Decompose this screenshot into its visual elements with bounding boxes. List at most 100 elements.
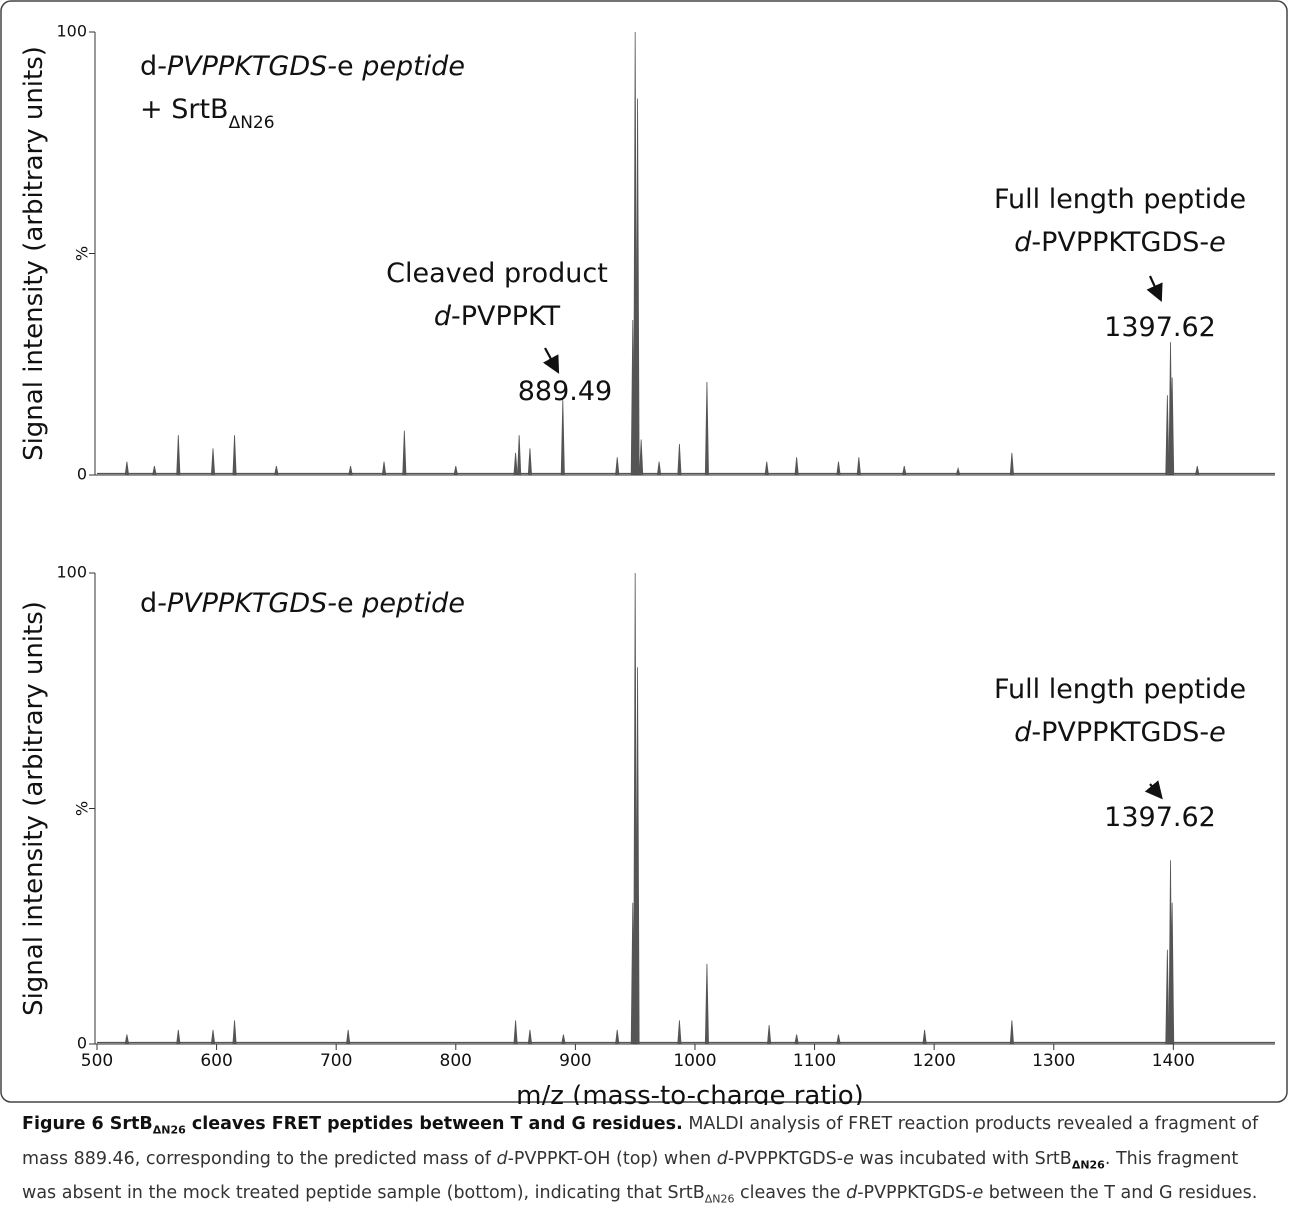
- peak: [639, 439, 644, 475]
- annotation: d-PVPPKTGDS-e: [1014, 717, 1226, 748]
- annotation: d-PVPPKTGDS-e peptide: [140, 51, 465, 82]
- peak: [274, 466, 279, 475]
- peak: [1195, 466, 1200, 475]
- annotation-part: -PVPPKTGDS-: [157, 588, 337, 619]
- annotation: Full length peptide: [994, 674, 1246, 705]
- annotation-part: -PVPPKT: [451, 301, 561, 332]
- y-axis-title: Signal intensity (arbitrary units): [19, 46, 49, 461]
- caption-part: was incubated with SrtB: [853, 1148, 1072, 1169]
- y-tick-label: %: [73, 801, 92, 816]
- annotation-part: -PVPPKTGDS-: [1031, 717, 1209, 748]
- annotation-part: ΔN26: [229, 113, 275, 133]
- annotation-part: e: [337, 51, 354, 82]
- annotation: d-PVPPKTGDS-e peptide: [140, 588, 465, 619]
- caption-part: -PVPPKTGDS-: [857, 1183, 973, 1203]
- peak: [856, 457, 861, 475]
- peak: [210, 448, 216, 475]
- annotation-part: Full length peptide: [994, 184, 1246, 215]
- frame: [0, 0, 1288, 1103]
- peak: [232, 435, 237, 475]
- annotation-part: e: [1209, 717, 1226, 748]
- x-tick-label: 800: [440, 1051, 472, 1071]
- caption-part: ΔN26: [152, 1123, 186, 1137]
- peak: [152, 466, 157, 475]
- annotation: d-PVPPKT: [434, 301, 561, 332]
- x-axis-title: m/z (mass-to-charge ratio): [516, 1081, 864, 1105]
- annotation: 1397.62: [1104, 312, 1216, 343]
- y-tick-label: 0: [77, 465, 87, 484]
- caption-part: cleaves FRET peptides between T and G re…: [185, 1114, 683, 1134]
- annotation: Full length peptide: [994, 184, 1246, 215]
- peak: [615, 457, 620, 475]
- annotation-part: 1397.62: [1104, 802, 1216, 833]
- x-tick-label: 1400: [1152, 1051, 1195, 1071]
- peak: [381, 461, 387, 475]
- annotation: + SrtBΔN26: [140, 94, 275, 133]
- peak: [767, 1025, 772, 1044]
- caption-part: MALDI analysis of FRET reaction products…: [22, 1114, 1259, 1169]
- annotation-part: d: [1014, 227, 1032, 258]
- y-axis-title: Signal intensity (arbitrary units): [19, 601, 49, 1016]
- peak: [794, 457, 799, 475]
- peak: [232, 1020, 237, 1044]
- peak: [677, 1020, 682, 1044]
- annotation: d-PVPPKTGDS-e: [1014, 227, 1226, 258]
- peak: [794, 1034, 799, 1044]
- y-tick-label: 100: [56, 563, 87, 582]
- annotation-part: 889.49: [518, 376, 612, 407]
- caption-part: cleaves the: [734, 1183, 847, 1203]
- annotation-part: Cleaved product: [386, 258, 608, 289]
- peak: [176, 1029, 181, 1044]
- peak: [527, 1029, 532, 1044]
- x-tick-label: 1200: [913, 1051, 956, 1071]
- y-tick-label: 100: [56, 22, 87, 41]
- annotation-part: d: [140, 588, 157, 619]
- annotation-part: peptide: [354, 588, 465, 619]
- peak: [124, 461, 129, 475]
- peak: [615, 1029, 620, 1044]
- peak: [902, 466, 907, 475]
- peak: [346, 1029, 351, 1044]
- peak: [560, 399, 565, 475]
- peak: [176, 435, 181, 475]
- annotation: Cleaved product: [386, 258, 608, 289]
- peak: [922, 1029, 927, 1044]
- caption: Figure 6 SrtBΔN26 cleaves FRET peptides …: [22, 1110, 1277, 1214]
- annotation-part: Full length peptide: [994, 674, 1246, 705]
- peak: [210, 1029, 216, 1044]
- annotation-part: -PVPPKTGDS-: [157, 51, 337, 82]
- peak: [1170, 902, 1175, 1044]
- caption-part: d: [496, 1148, 508, 1169]
- peak: [1165, 949, 1170, 1044]
- peak: [657, 461, 662, 475]
- peak: [635, 667, 640, 1044]
- peak: [513, 452, 518, 475]
- peak: [348, 466, 353, 475]
- peak: [402, 430, 407, 475]
- x-tick-label: 1000: [673, 1051, 716, 1071]
- annotation-part: -PVPPKTGDS-: [1031, 227, 1209, 258]
- caption-part: e: [972, 1183, 984, 1203]
- peak: [561, 1034, 566, 1044]
- x-tick-label: 1100: [793, 1051, 836, 1071]
- x-tick-label: 600: [200, 1051, 232, 1071]
- peak: [836, 461, 841, 475]
- peak: [704, 963, 709, 1044]
- y-tick-label: 0: [77, 1034, 87, 1053]
- arrow: [1146, 275, 1163, 303]
- peak: [513, 1020, 518, 1044]
- arrow: [542, 347, 560, 374]
- caption-part: -PVPPKTGDS-: [727, 1148, 844, 1169]
- annotation: 889.49: [518, 376, 612, 407]
- annotation-part: d: [1014, 717, 1032, 748]
- annotation-part: e: [1209, 227, 1226, 258]
- peak: [1170, 377, 1175, 475]
- peak: [1165, 395, 1170, 475]
- peak: [527, 448, 532, 475]
- peak: [677, 443, 682, 475]
- peak: [124, 1034, 129, 1044]
- figure: 0% 100 Signal intensity (arbitrary units) d…: [0, 0, 1288, 1105]
- x-tick-label: 900: [559, 1051, 591, 1071]
- caption-part: e: [843, 1148, 854, 1169]
